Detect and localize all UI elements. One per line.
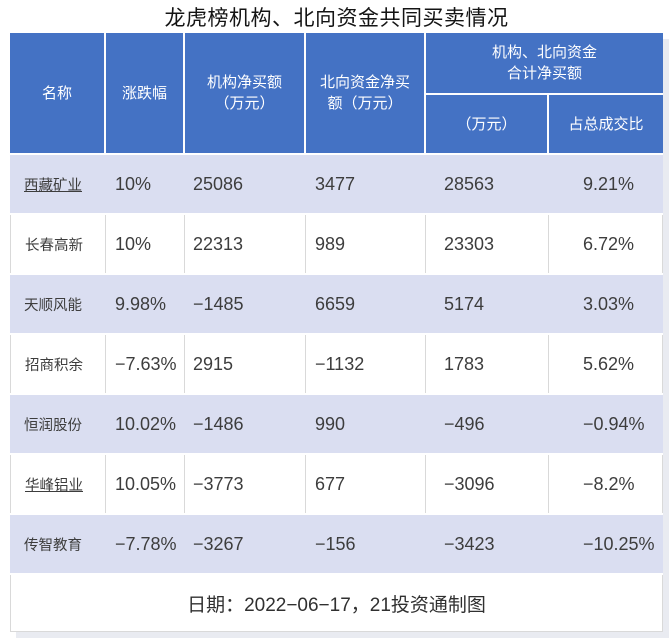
change-cell: 10.05%: [106, 455, 185, 513]
table-row: 传智教育 −7.78% −3267 −156 −3423 −10.25%: [10, 515, 663, 575]
stock-name-cell: 长春高新: [10, 215, 106, 273]
inst-net-buy-cell: −3267: [193, 533, 244, 554]
col-header-change: 涨跌幅: [106, 33, 185, 153]
north-net-buy-cell: 989: [306, 215, 426, 273]
change-cell: 10%: [115, 173, 152, 194]
ratio-cell: −0.94%: [583, 413, 645, 434]
ratio-cell: −8.2%: [549, 455, 663, 513]
col-header-combined-amount: （万元）: [426, 95, 549, 153]
table-row: 天顺风能 9.98% −1485 6659 5174 3.03%: [10, 275, 663, 335]
change-cell: 10.02%: [115, 413, 177, 434]
ratio-cell: 5.62%: [549, 335, 663, 393]
change-cell: −7.78%: [115, 533, 177, 554]
col-header-combined-ratio: 占总成交比: [568, 115, 644, 133]
page-title: 龙虎榜机构、北向资金共同买卖情况: [164, 7, 509, 30]
col-header-inst-net-buy: 机构净买额 （万元）: [185, 33, 306, 153]
col-header-combined-title: 机构、北向资金 合计净买额: [426, 33, 663, 95]
data-table: 名称 涨跌幅 机构净买额 （万元） 北向资金净买 额（万元） 机构、北向资金 合…: [10, 33, 663, 632]
north-net-buy-cell: 6659: [315, 293, 356, 314]
ratio-cell: −10.25%: [583, 533, 655, 554]
total-net-buy-cell: 23303: [426, 215, 549, 273]
table-body: 西藏矿业 10% 25086 3477 28563 9.21% 长春高新 10% 22313 98…: [10, 155, 663, 575]
total-net-buy-cell: −496: [444, 413, 485, 434]
total-net-buy-cell: −3096: [426, 455, 549, 513]
stock-name-cell: 华峰铝业: [10, 455, 106, 513]
total-net-buy-cell: 5174: [444, 293, 485, 314]
stock-name-cell: 传智教育: [24, 537, 82, 554]
table-header: 名称 涨跌幅 机构净买额 （万元） 北向资金净买 额（万元） 机构、北向资金 合…: [10, 33, 663, 155]
ratio-cell: 3.03%: [583, 293, 635, 314]
inst-net-buy-cell: −3773: [185, 455, 306, 513]
col-header-name: 名称: [10, 33, 106, 153]
change-cell: 10%: [106, 215, 185, 273]
table-row: 招商积余 −7.63% 2915 −1132 1783 5.62%: [10, 335, 663, 395]
north-net-buy-cell: 990: [315, 413, 346, 434]
ratio-cell: 6.72%: [549, 215, 663, 273]
inst-net-buy-cell: 25086: [193, 173, 244, 194]
col-header-combined-subrow: （万元） 占总成交比: [426, 95, 663, 153]
stock-name-cell: 西藏矿业: [24, 177, 82, 194]
north-net-buy-cell: 3477: [315, 173, 356, 194]
inst-net-buy-cell: −1486: [193, 413, 244, 434]
total-net-buy-cell: −3423: [444, 533, 495, 554]
table-row: 恒润股份 10.02% −1486 990 −496 −0.94%: [10, 395, 663, 455]
change-cell: 9.98%: [115, 293, 167, 314]
total-net-buy-cell: 28563: [444, 173, 495, 194]
stock-name-cell: 招商积余: [10, 335, 106, 393]
inst-net-buy-cell: 22313: [185, 215, 306, 273]
north-net-buy-cell: −156: [315, 533, 356, 554]
ratio-cell: 9.21%: [583, 173, 635, 194]
col-header-north-net-buy: 北向资金净买 额（万元）: [306, 33, 426, 153]
north-net-buy-cell: 677: [306, 455, 426, 513]
stock-name-cell: 恒润股份: [24, 417, 82, 434]
total-net-buy-cell: 1783: [426, 335, 549, 393]
table-row: 长春高新 10% 22313 989 23303 6.72%: [10, 215, 663, 275]
north-net-buy-cell: −1132: [306, 335, 426, 393]
stock-name-cell: 天顺风能: [24, 297, 82, 314]
inst-net-buy-cell: 2915: [185, 335, 306, 393]
inst-net-buy-cell: −1485: [193, 293, 244, 314]
table-row: 西藏矿业 10% 25086 3477 28563 9.21%: [10, 155, 663, 215]
table-footer: 日期：2022−06−17，21投资通制图: [10, 575, 663, 632]
col-header-combined-group: 机构、北向资金 合计净买额 （万元） 占总成交比: [426, 33, 663, 153]
change-cell: −7.63%: [106, 335, 185, 393]
footer-note: 日期：2022−06−17，21投资通制图: [187, 594, 486, 616]
table-row: 华峰铝业 10.05% −3773 677 −3096 −8.2%: [10, 455, 663, 515]
